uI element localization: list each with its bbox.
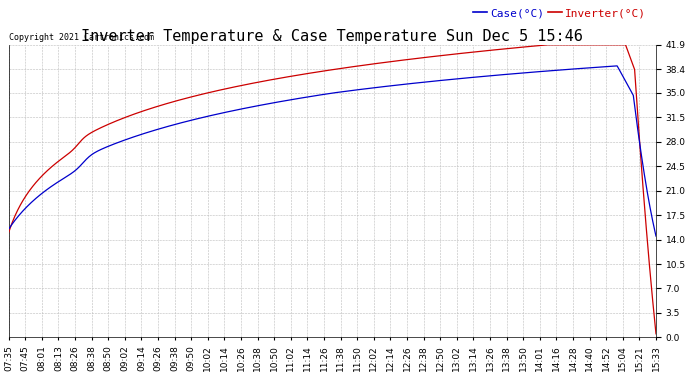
Title: Inverter Temperature & Case Temperature Sun Dec 5 15:46: Inverter Temperature & Case Temperature … xyxy=(81,28,583,44)
Text: Copyright 2021 Cartronics.com: Copyright 2021 Cartronics.com xyxy=(9,33,154,42)
Legend: Case(°C), Inverter(°C): Case(°C), Inverter(°C) xyxy=(469,4,651,22)
